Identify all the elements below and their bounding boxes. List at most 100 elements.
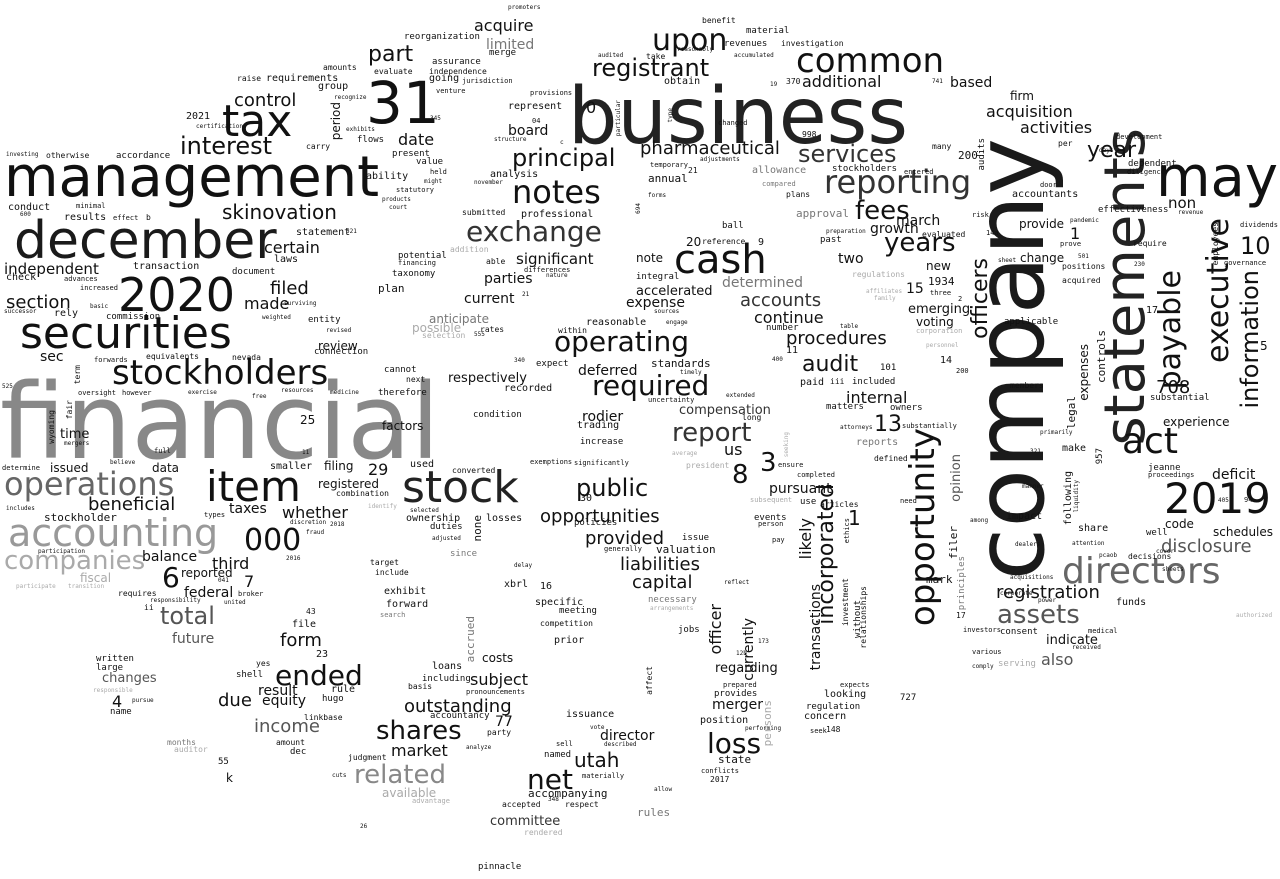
word-include: include — [375, 568, 409, 577]
word-opportunity: opportunity — [903, 428, 943, 627]
word-utah: utah — [574, 748, 620, 772]
word-accounting: accounting — [8, 511, 219, 555]
word-pandemic: pandemic — [1070, 217, 1099, 224]
word-relationships: relationships — [859, 586, 868, 649]
word-within: within — [558, 326, 587, 335]
word-certification: certification — [196, 123, 243, 130]
word-combination: combination — [336, 489, 389, 498]
word-market: market — [391, 741, 448, 760]
word-materially: materially — [582, 772, 625, 780]
word-statutory: statutory — [396, 186, 434, 194]
word-timely: timely — [680, 369, 702, 376]
word-submitted: submitted — [462, 208, 506, 217]
word-262: 26 — [360, 823, 368, 830]
word-432: 43 — [306, 607, 316, 616]
word-accumulated: accumulated — [734, 52, 774, 59]
word-completed: completed — [797, 471, 835, 479]
word-preparation: preparation — [826, 228, 866, 235]
word-officer: officer — [706, 604, 725, 655]
word-review: review — [318, 339, 358, 353]
word-effectiveness: effectiveness — [1098, 205, 1169, 215]
word-2016: 2016 — [286, 555, 301, 562]
word-december: december — [14, 211, 277, 271]
word-applicable: applicable — [1004, 317, 1059, 327]
word-plan: plan — [378, 282, 405, 295]
word-take: take — [646, 52, 666, 61]
word-represent: represent — [508, 101, 563, 112]
word-revenue: revenue — [1178, 209, 1204, 216]
word-new: new — [926, 259, 951, 273]
word-decisions: decisions — [1128, 552, 1172, 561]
word-authorized: authorized — [1236, 612, 1273, 619]
word-reorganization: reorganization — [404, 32, 480, 42]
word-investigation: investigation — [781, 39, 844, 48]
word-172: 17 — [956, 611, 966, 620]
word-activities: activities — [1020, 118, 1093, 137]
word-balance: balance — [142, 549, 198, 565]
word-liabilities: liabilities — [620, 554, 700, 575]
word-sources: sources — [654, 308, 680, 315]
word-ensure: ensure — [778, 461, 804, 469]
word-carry: carry — [306, 142, 331, 151]
word-taxonomy: taxonomy — [392, 269, 436, 279]
word-united: united — [224, 599, 246, 606]
word-321: 321 — [1030, 448, 1041, 455]
word-participation: participation — [38, 548, 85, 555]
word-promoters: promoters — [508, 4, 541, 11]
word-financing: financing — [398, 259, 436, 267]
word-pursuant: pursuant — [769, 481, 832, 497]
word-loans: loans — [432, 661, 463, 672]
word-risk: risk — [972, 211, 989, 219]
word-form: form — [280, 630, 322, 651]
word-share: share — [1078, 523, 1109, 534]
word-likely: likely — [796, 518, 815, 560]
word-current: current — [464, 291, 515, 307]
word-otherwise: otherwise — [46, 151, 90, 160]
word-forward: forward — [386, 599, 429, 610]
word-348: 348 — [548, 796, 559, 803]
word-fraud: fraud — [306, 529, 325, 536]
word-term: term — [73, 365, 82, 385]
word-notes: notes — [512, 173, 601, 211]
word-common: common — [796, 41, 945, 81]
word-laws: laws — [274, 254, 299, 265]
word-committee: committee — [490, 814, 561, 829]
word-management: management — [4, 145, 380, 210]
word-prove: prove — [1060, 240, 1082, 248]
word-pharmaceutical: pharmaceutical — [640, 138, 780, 159]
word-extended: extended — [726, 392, 755, 399]
word-converted: converted — [452, 466, 496, 475]
word-reasonable: reasonable — [586, 317, 647, 328]
word-liquidity: liquidity — [1073, 480, 1080, 513]
word-indicate: indicate — [1046, 633, 1098, 648]
word-search: search — [380, 611, 406, 619]
word-performing: performing — [745, 725, 782, 732]
word-pursue: pursue — [132, 697, 154, 704]
word-11: 11 — [786, 345, 799, 356]
word-31: 31 — [366, 69, 440, 137]
word-10: 10 — [1240, 232, 1271, 260]
word-370: 370 — [786, 77, 801, 86]
word-2017: 2017 — [710, 775, 730, 784]
word-pronouncements: pronouncements — [466, 688, 526, 696]
word-advances: advances — [64, 275, 98, 283]
word-accepted: accepted — [502, 800, 541, 809]
word-part: part — [368, 42, 414, 67]
word-amount: amount — [276, 738, 305, 747]
word-8: 8 — [732, 460, 749, 490]
word-director: director — [600, 728, 655, 744]
word-smaller: smaller — [270, 461, 313, 472]
word-recorded: recorded — [504, 383, 553, 394]
word-pay: pay — [772, 536, 785, 544]
word-structure: structure — [494, 136, 527, 143]
word-fiscal: fiscal — [80, 571, 112, 585]
word-subject: subject — [470, 670, 528, 689]
word-jurisdiction: jurisdiction — [462, 77, 513, 85]
word-pcaob: pcaob — [1099, 552, 1118, 559]
word-present: present — [392, 149, 430, 159]
word-securities: securities — [20, 308, 232, 359]
word-substantially: substantially — [902, 422, 957, 430]
word-described: described — [604, 741, 637, 748]
word-stock: stock — [402, 462, 519, 513]
word-30: 30 — [580, 493, 593, 504]
